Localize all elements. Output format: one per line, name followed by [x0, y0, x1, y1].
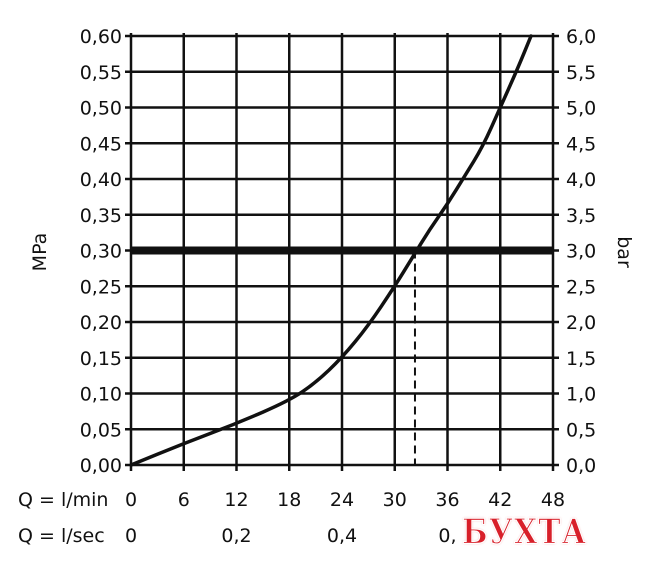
- x-tick-label: 0: [125, 489, 137, 511]
- y-tick-label-left: 0,00: [80, 455, 122, 477]
- y-tick-label-left: 0,15: [80, 348, 122, 370]
- marks: [129, 34, 553, 467]
- y-tick-label-right: 4,5: [566, 133, 596, 155]
- y-tick-label-right: 5,0: [566, 98, 596, 120]
- x2-tick-label: 0: [125, 525, 137, 547]
- x-tick-label: 30: [383, 489, 407, 511]
- x2-tick-label: 0,: [438, 525, 456, 547]
- x-axis-label-lsec: Q = l/sec: [18, 525, 105, 547]
- x-tick-label: 12: [224, 489, 248, 511]
- x-tick-label: 36: [435, 489, 459, 511]
- y-tick-label-left: 0,05: [80, 419, 122, 441]
- y-tick-label-left: 0,40: [80, 169, 122, 191]
- y-tick-label-left: 0,10: [80, 384, 122, 406]
- x-axis-label-lmin: Q = l/min: [18, 489, 108, 511]
- y-tick-label-right: 3,5: [566, 205, 596, 227]
- y-axis-label-left: MPa: [29, 233, 51, 272]
- y-tick-label-right: 0,0: [566, 455, 596, 477]
- x2-tick-label: 0,4: [327, 525, 357, 547]
- y-tick-label-left: 0,25: [80, 276, 122, 298]
- x-tick-label: 24: [330, 489, 354, 511]
- y-tick-label-right: 3,0: [566, 241, 596, 263]
- y-tick-label-left: 0,30: [80, 241, 122, 263]
- y-tick-label-right: 4,0: [566, 169, 596, 191]
- y-tick-label-left: 0,20: [80, 312, 122, 334]
- x-tick-label: 18: [277, 489, 301, 511]
- x-tick-label: 48: [541, 489, 565, 511]
- labels: 0 6 12 18 24 30 36 42 480 0,2 0,4 0,0,00 0,00,05 0,50…: [80, 26, 597, 547]
- y-tick-label-left: 0,45: [80, 133, 122, 155]
- y-tick-label-left: 0,35: [80, 205, 122, 227]
- y-tick-label-left: 0,60: [80, 26, 122, 48]
- x2-tick-label: 0,2: [221, 525, 251, 547]
- y-tick-label-right: 2,0: [566, 312, 596, 334]
- y-tick-label-right: 1,5: [566, 348, 596, 370]
- y-tick-label-right: 2,5: [566, 276, 596, 298]
- y-tick-label-left: 0,55: [80, 62, 122, 84]
- x-tick-label: 42: [488, 489, 512, 511]
- y-tick-label-right: 5,5: [566, 62, 596, 84]
- x-tick-label: 6: [178, 489, 190, 511]
- y-tick-label-right: 1,0: [566, 384, 596, 406]
- y-axis-label-right: bar: [613, 236, 635, 268]
- y-tick-label-left: 0,50: [80, 98, 122, 120]
- watermark-logo: БУХТА: [461, 512, 588, 553]
- y-tick-label-right: 0,5: [566, 419, 596, 441]
- series-line: [129, 34, 533, 467]
- y-tick-label-right: 6,0: [566, 26, 596, 48]
